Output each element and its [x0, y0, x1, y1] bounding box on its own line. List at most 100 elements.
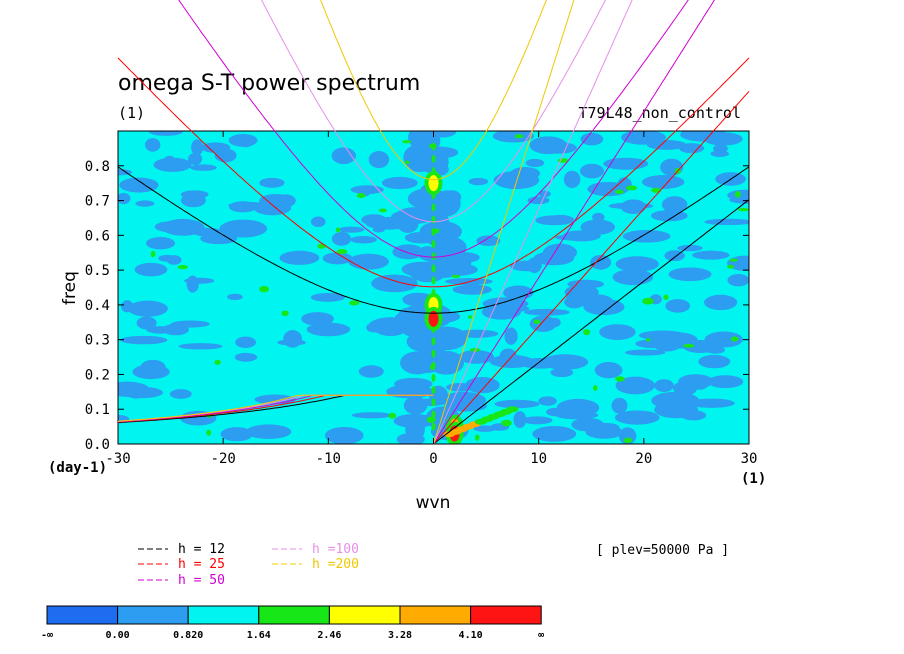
y-tick-label: 0.7	[85, 194, 110, 210]
contour-mid	[469, 348, 481, 352]
contour-mid	[431, 361, 436, 370]
curve-mixed-rossby-gravity-h200	[118, 394, 434, 422]
curve-kelvin-h12	[433, 199, 750, 445]
contour-low	[428, 350, 465, 375]
contour-mid	[356, 192, 366, 199]
curve-kelvin-h25	[433, 90, 750, 445]
contour-mid	[431, 154, 436, 163]
contour-mid	[651, 187, 661, 193]
contour-mid	[431, 410, 436, 419]
contour-low	[501, 305, 530, 312]
contour-low	[403, 396, 428, 415]
contour-low	[121, 300, 134, 313]
contour-mid	[150, 250, 156, 258]
y-axis: 0.0 0.1 0.2 0.3 0.4 0.5 0.6 0.7 0.8	[85, 159, 749, 453]
contour-mid	[506, 406, 519, 413]
contour-low	[529, 315, 557, 332]
contour-low	[727, 255, 749, 271]
contour-mid	[623, 437, 633, 444]
contour-low	[563, 170, 581, 189]
contour-low	[246, 424, 292, 439]
contour-low	[283, 330, 302, 348]
contour-low	[301, 312, 334, 326]
contour-low	[698, 354, 731, 369]
contour-low	[279, 250, 320, 265]
contour-mid	[642, 297, 654, 305]
contour-low	[624, 349, 666, 356]
contour-low	[119, 177, 159, 193]
contour-low	[668, 267, 712, 282]
contour-mid	[177, 265, 188, 270]
colorbar-label: 4.10	[459, 630, 483, 641]
contour-low	[542, 243, 577, 262]
contour-mid	[625, 185, 638, 191]
contour-low	[425, 131, 444, 140]
curve-inertio-gravity-h200	[320, 0, 547, 181]
contour-low	[236, 135, 255, 148]
y-tick-label: 0.8	[85, 159, 110, 175]
contour-low	[219, 219, 268, 238]
colorbar-label: 1.64	[247, 630, 271, 641]
contour-low	[253, 200, 292, 216]
contour-low	[519, 357, 562, 369]
legend-label: h =100	[312, 542, 359, 557]
contour-low	[191, 139, 204, 156]
contour-mid	[434, 228, 440, 234]
y-unit-label: (day-1)	[48, 460, 107, 476]
contour-low	[523, 308, 570, 316]
contour-mid	[378, 208, 387, 213]
contour-low	[592, 212, 605, 222]
contour-mid	[336, 249, 348, 255]
contour-low	[651, 391, 700, 410]
contour-low	[513, 411, 527, 429]
dispersion-curves	[117, 0, 750, 445]
contour-low	[190, 164, 217, 171]
plev-annotation: [ plev=50000 Pa ]	[596, 543, 729, 558]
contour-low	[710, 150, 730, 157]
contour-low	[579, 163, 604, 179]
contour-low	[310, 216, 326, 227]
contour-low	[200, 233, 238, 245]
colorbar-label: 0.00	[106, 630, 130, 641]
colorbar-swatch	[46, 605, 119, 625]
chart-subtitle-left: (1)	[118, 104, 145, 122]
contour-low	[405, 416, 425, 441]
contour-low	[166, 255, 182, 265]
curve-kelvin-h50	[433, 0, 715, 445]
contour-low	[146, 326, 175, 334]
contour-low	[136, 316, 157, 330]
contour-low	[368, 151, 390, 169]
contour-mid	[335, 227, 340, 233]
colorbar-swatch	[117, 605, 189, 625]
contour-low	[704, 331, 744, 348]
contour-low	[188, 152, 203, 166]
contour-low	[348, 253, 389, 270]
contour-low	[615, 376, 655, 395]
legend-label: h =200	[312, 557, 359, 572]
y-axis-label: freq	[60, 271, 80, 305]
contour-mid	[431, 240, 436, 249]
contour-low	[527, 196, 550, 205]
contour-low	[184, 277, 215, 284]
contour-low	[677, 244, 703, 252]
contour-mid	[729, 258, 738, 262]
contour-low	[371, 274, 418, 293]
contour-low	[419, 220, 462, 243]
hotspot	[428, 175, 439, 192]
contour-mid	[281, 310, 289, 317]
legend-label: h = 12	[178, 542, 225, 557]
contour-mid	[348, 300, 360, 306]
contour-low	[468, 177, 489, 186]
contour-mid	[431, 386, 436, 395]
contour-low	[529, 136, 567, 155]
contour-low	[521, 416, 553, 425]
contour-low	[635, 339, 668, 349]
contour-low	[555, 411, 599, 420]
contour-low	[590, 254, 612, 270]
contour-low	[227, 293, 243, 301]
legend-label: h = 25	[178, 557, 225, 572]
contour-low	[727, 189, 749, 201]
contour-low	[603, 157, 649, 170]
contour-low	[331, 232, 352, 246]
plot-area	[117, 130, 750, 445]
